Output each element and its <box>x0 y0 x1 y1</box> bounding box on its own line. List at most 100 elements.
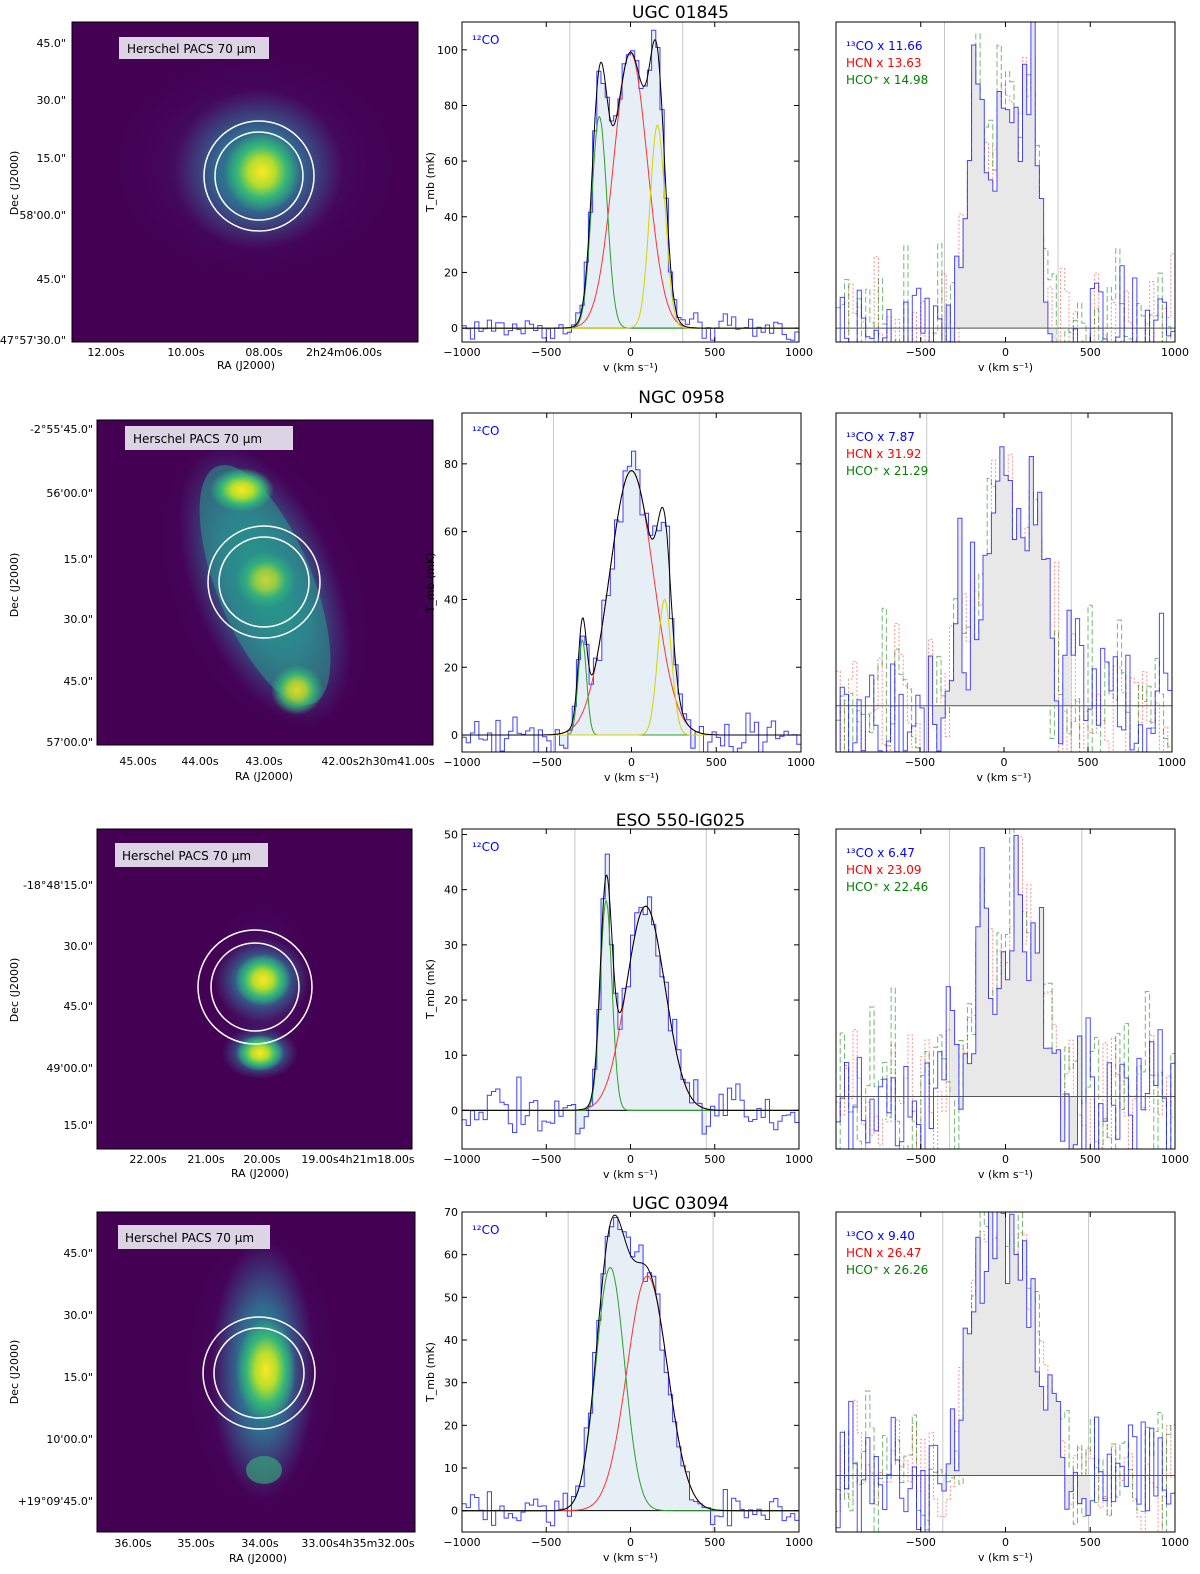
dec-tick: 58'00.0" <box>19 209 66 222</box>
pacs-label: Herschel PACS 70 μm <box>122 849 251 863</box>
x-tick-label: −500 <box>906 346 936 359</box>
ra-tick: 08.00s <box>245 346 282 359</box>
x-tick-label: 500 <box>1078 756 1099 769</box>
pacs-label-box <box>125 426 293 450</box>
ra-axis-label: RA (J2000) <box>229 1552 287 1565</box>
integrated-fill <box>575 854 707 1134</box>
hcop-spectrum-line <box>836 1212 1175 1532</box>
beam-circle-outer <box>202 1316 316 1430</box>
x-tick-label: 1000 <box>1158 756 1186 769</box>
y-tick-label: 40 <box>444 884 458 897</box>
ra-tick: 45.00s <box>119 755 156 768</box>
hcn-legend-label: HCN x 31.92 <box>846 447 921 461</box>
x-tick-label: 0 <box>1002 1153 1009 1166</box>
galaxy-title: UGC 03094 <box>632 1194 729 1214</box>
emission-core <box>236 1318 296 1422</box>
y-tick-label: 60 <box>444 526 458 539</box>
y-tick-label: 40 <box>444 211 458 224</box>
plot-content <box>836 829 1175 1149</box>
co12-spectrum-panel-ugc-01845: −1000 −500 0 500 1000 0 20 40 60 80 100 v (km s⁻¹) T… <box>424 3 813 374</box>
dec-axis-label: Dec (J2000) <box>8 553 21 618</box>
y-tick-label: 20 <box>444 994 458 1007</box>
emission-knot-south <box>271 665 323 715</box>
integrated-fill <box>555 451 700 749</box>
co12-legend-label: ¹²CO <box>472 840 499 854</box>
x-tick-label: 1000 <box>1161 1153 1189 1166</box>
plot-content <box>462 413 801 752</box>
ra-tick: 21.00s <box>187 1153 224 1166</box>
x-tick-label: −500 <box>532 756 562 769</box>
x-tick-label: −1000 <box>443 1153 480 1166</box>
x-tick-label: 1000 <box>785 1153 813 1166</box>
y-tick-label: 50 <box>444 1291 458 1304</box>
dec-tick: 10'00.0" <box>46 1433 93 1446</box>
y-tick-label: 20 <box>444 266 458 279</box>
beam-circle-inner <box>214 131 304 221</box>
pacs-label-box <box>115 843 268 867</box>
beam-circle-outer <box>203 120 315 232</box>
hcn-legend-label: HCN x 26.47 <box>846 1246 921 1260</box>
co13-spectrum-line <box>839 22 1175 342</box>
x-tick-label: −500 <box>531 1536 561 1549</box>
plot-content <box>836 413 1172 752</box>
co12-spectrum-line <box>462 450 801 752</box>
dec-tick: 49'00.0" <box>46 1062 93 1075</box>
tmb-axis-label: T_mb (mK) <box>424 959 437 1020</box>
beam-circle-inner <box>213 1327 305 1419</box>
co13-legend-label: ¹³CO x 7.87 <box>846 430 915 444</box>
dec-tick: 30.0" <box>63 613 93 626</box>
y-tick-label: 100 <box>437 44 458 57</box>
dec-tick: 15.0" <box>63 1371 93 1384</box>
dec-tick: 45.0" <box>63 675 93 688</box>
dec-tick: 15.0" <box>63 553 93 566</box>
plot-content <box>462 22 799 342</box>
map-frame <box>96 1211 416 1533</box>
y-tick-label: 60 <box>444 155 458 168</box>
beam-circle-inner <box>218 536 310 628</box>
y-tick-label: 60 <box>444 1249 458 1262</box>
ra-tick: 34.00s <box>241 1537 278 1550</box>
pacs-label-box <box>119 37 269 59</box>
ra-tick: 33.00s4h35m32.00s <box>301 1537 414 1550</box>
dec-tick: -2°55'45.0" <box>30 423 93 436</box>
dec-tick: 15.0" <box>36 152 66 165</box>
x-tick-label: −1000 <box>443 756 480 769</box>
hcn-spectrum-line <box>836 836 1175 1149</box>
co12-spectrum-panel-ugc-03094: −1000 −500 0 500 1000 0 10 20 30 40 50 60 70 v (km s⁻… <box>424 1194 813 1564</box>
y-tick-label: 0 <box>451 322 458 335</box>
pacs-label: Herschel PACS 70 μm <box>133 432 262 446</box>
dec-tick: 15.0" <box>63 1119 93 1132</box>
emission-knot <box>246 1456 282 1484</box>
x-tick-label: −500 <box>906 1153 936 1166</box>
co13-spectrum-line <box>836 834 1175 1149</box>
emission-core-north <box>235 954 291 1006</box>
integrated-fill <box>571 30 681 329</box>
co13-spectrum-line <box>839 446 1172 752</box>
fit-total <box>462 38 799 329</box>
x-tick-label: 0 <box>627 1536 634 1549</box>
emission-core <box>224 132 300 212</box>
dec-tick: 30.0" <box>36 94 66 107</box>
ra-tick: 19.00s4h21m18.00s <box>301 1153 414 1166</box>
dec-tick: 45.0" <box>36 273 66 286</box>
ra-tick: 20.00s <box>243 1153 280 1166</box>
hcop-legend-label: HCO⁺ x 21.29 <box>846 464 928 478</box>
emission-knot-center <box>236 552 296 608</box>
ra-tick: 42.00s2h30m41.00s <box>321 755 434 768</box>
hcop-legend-label: HCO⁺ x 14.98 <box>846 73 928 87</box>
dec-axis-label: Dec (J2000) <box>8 958 21 1023</box>
x-tick-label: 500 <box>1080 346 1101 359</box>
x-tick-label: −500 <box>531 346 561 359</box>
ra-axis-label: RA (J2000) <box>231 1167 289 1180</box>
x-tick-label: −1000 <box>443 1536 480 1549</box>
x-tick-label: 0 <box>628 756 635 769</box>
integrated-fill <box>946 22 1057 342</box>
dec-tick: 45.0" <box>63 1000 93 1013</box>
ra-tick: 12.00s <box>87 346 124 359</box>
y-tick-label: 20 <box>444 1419 458 1432</box>
plot-content <box>836 1212 1175 1532</box>
dec-tick: 45.0" <box>63 1247 93 1260</box>
galaxy-title: UGC 01845 <box>632 3 729 23</box>
